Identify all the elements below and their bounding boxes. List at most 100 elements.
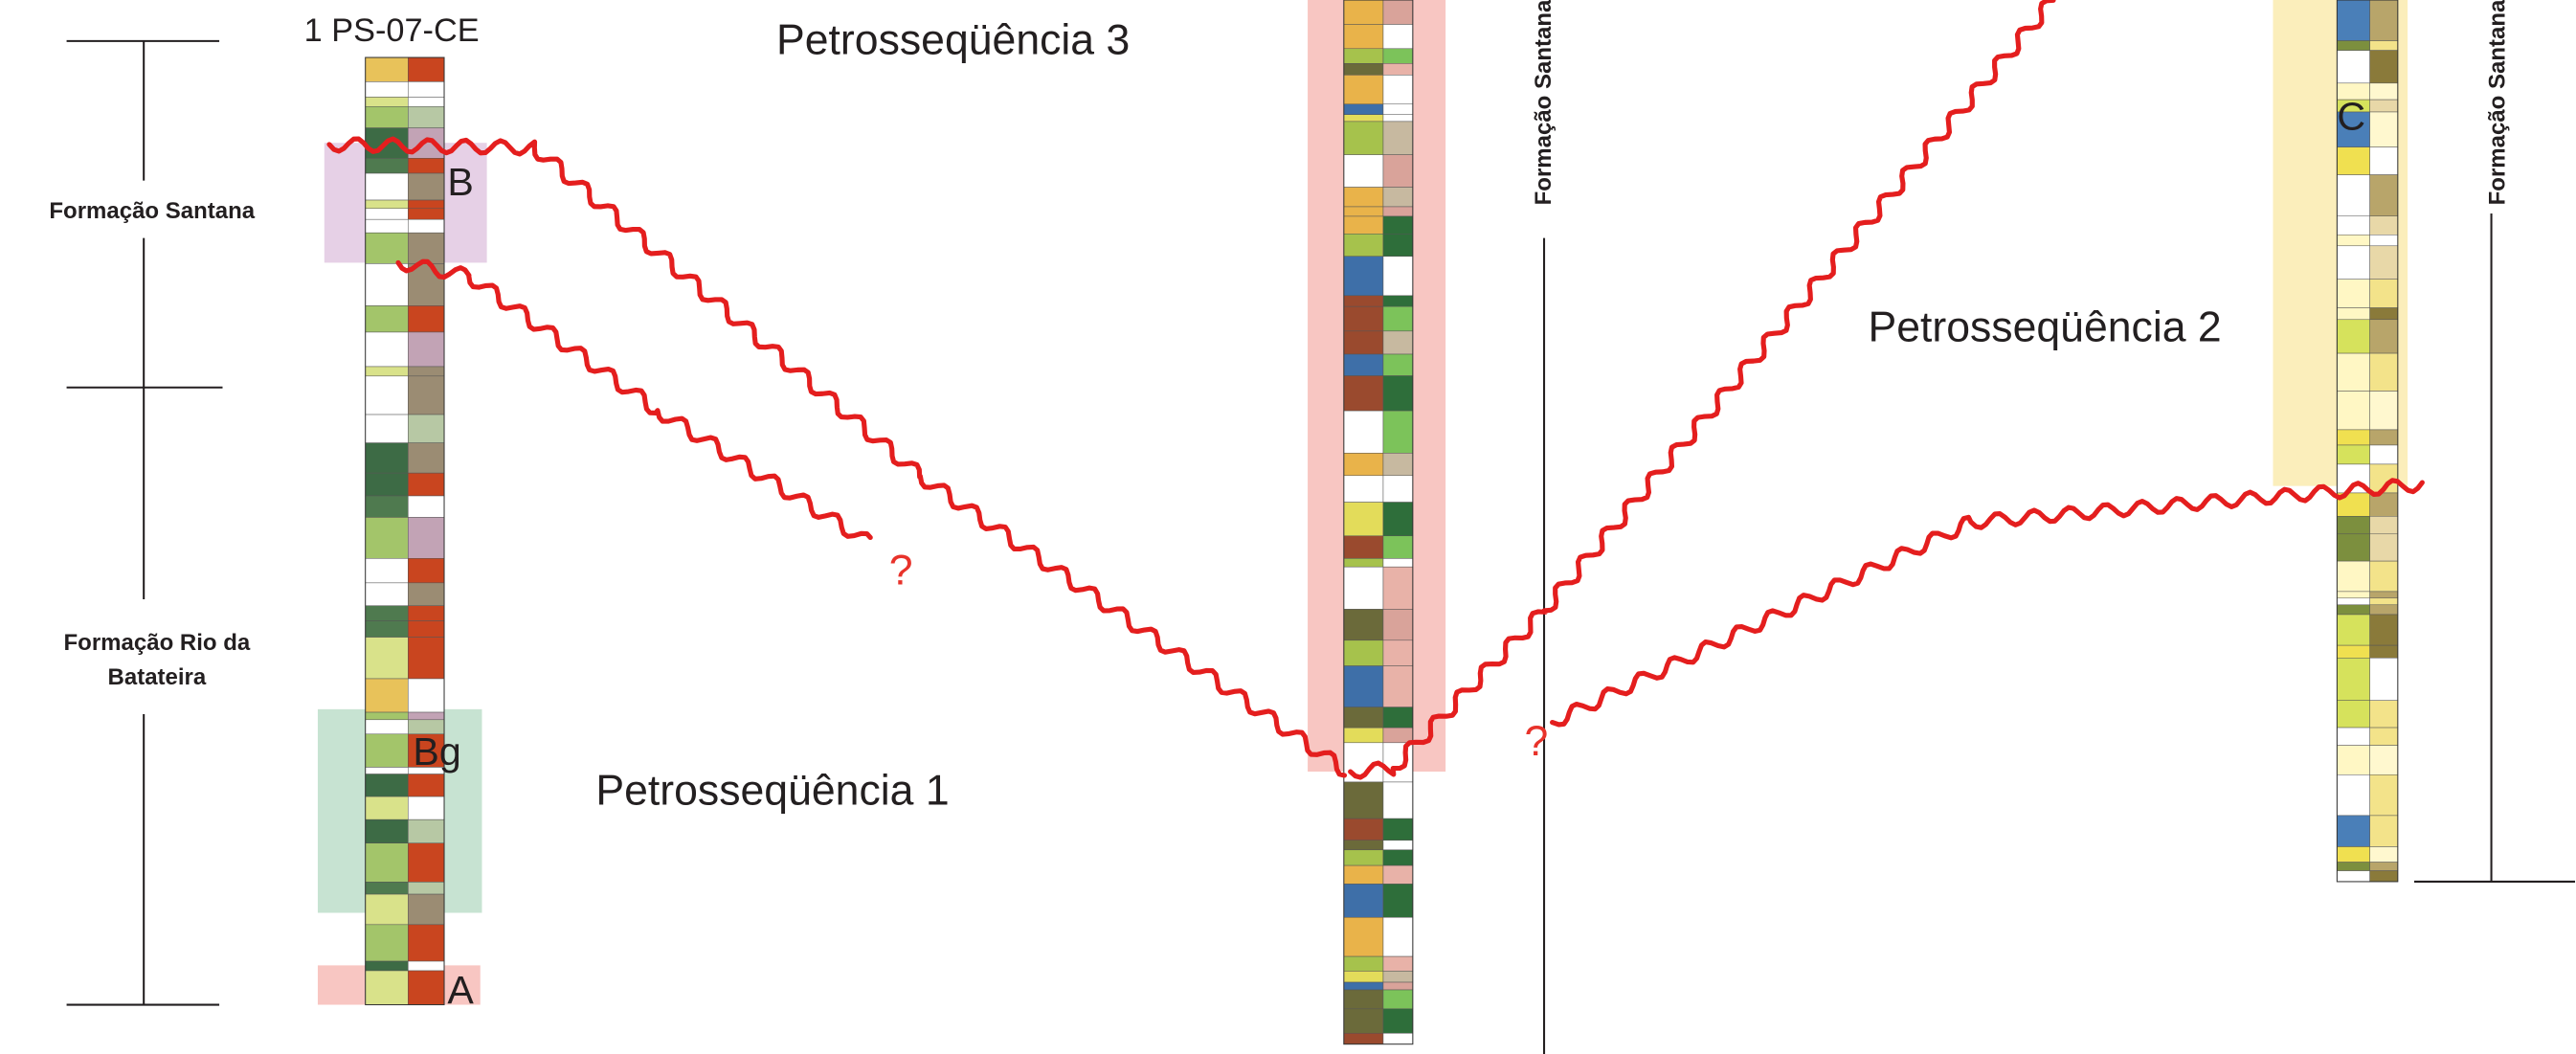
litho-bed	[2337, 216, 2369, 235]
litho-bed	[2337, 816, 2369, 847]
litho-bed	[2370, 430, 2398, 445]
litho-bed	[2337, 871, 2369, 882]
litho-bed	[2370, 534, 2398, 561]
litho-bed	[2370, 353, 2398, 391]
litho-bed	[2337, 774, 2369, 816]
litho-bed	[2337, 308, 2369, 320]
litho-bed	[366, 473, 409, 496]
litho-bed	[366, 621, 409, 638]
litho-bed	[1344, 728, 1383, 743]
litho-bed	[2370, 728, 2398, 746]
sequence-label: Petrosseqüência 1	[595, 767, 949, 814]
litho-bed	[408, 97, 444, 106]
litho-bed	[408, 496, 444, 517]
litho-bed	[366, 173, 409, 200]
litho-bed	[366, 106, 409, 127]
correlation-diagram: 1 PS-07-CE Petrosseqüência 3 Petrosseqüê…	[0, 0, 2576, 1054]
litho-bed	[2337, 280, 2369, 308]
litho-bed	[366, 332, 409, 367]
uncertain-mark: ?	[1524, 718, 1548, 765]
litho-bed	[366, 819, 409, 843]
litho-bed	[2337, 392, 2369, 430]
litho-bed	[2370, 392, 2398, 430]
litho-bed	[366, 720, 409, 734]
litho-bed	[2337, 598, 2369, 605]
litho-bed	[1344, 188, 1383, 207]
litho-bed	[1383, 411, 1413, 453]
litho-bed	[366, 81, 409, 97]
litho-bed	[408, 961, 444, 971]
litho-bed	[408, 158, 444, 173]
litho-bed	[2370, 246, 2398, 280]
litho-bed	[2370, 0, 2398, 41]
litho-bed	[366, 305, 409, 331]
litho-bed	[1344, 354, 1383, 376]
litho-bed	[2337, 445, 2369, 464]
litho-bed	[1344, 841, 1383, 850]
formation-label: Formação Santana	[49, 198, 255, 224]
litho-bed	[1344, 234, 1383, 256]
litho-bed	[1383, 257, 1413, 296]
litho-bed	[2370, 746, 2398, 775]
lithology-columns	[366, 0, 2398, 1044]
formation-label: Formação Santana	[2484, 0, 2510, 205]
litho-bed	[1383, 115, 1413, 122]
litho-bed	[1383, 666, 1413, 707]
marker-label: B	[447, 160, 473, 204]
litho-bed	[2370, 592, 2398, 598]
litho-bed	[1344, 216, 1383, 234]
litho-bed	[2370, 701, 2398, 728]
litho-bed	[2337, 658, 2369, 700]
litho-bed	[408, 894, 444, 925]
litho-bed	[1344, 296, 1383, 306]
litho-bed	[1383, 306, 1413, 331]
litho-bed	[1383, 917, 1413, 956]
correlation-line	[398, 261, 870, 537]
litho-bed	[1344, 503, 1383, 536]
litho-bed	[1344, 982, 1383, 990]
litho-bed	[2337, 645, 2369, 658]
litho-bed	[1383, 234, 1413, 256]
litho-bed	[408, 305, 444, 331]
litho-bed	[408, 583, 444, 606]
litho-bed	[366, 767, 409, 774]
litho-bed	[1344, 331, 1383, 354]
litho-bed	[2337, 561, 2369, 592]
marker-label: A	[447, 968, 474, 1012]
litho-bed	[366, 638, 409, 679]
litho-bed	[1344, 536, 1383, 559]
litho-bed	[366, 843, 409, 883]
litho-bed	[2337, 0, 2369, 41]
litho-bed	[1383, 982, 1413, 990]
litho-bed	[1383, 558, 1413, 567]
sequence-label: Petrosseqüência 2	[1868, 304, 2221, 351]
litho-bed	[2370, 863, 2398, 871]
litho-bed	[2370, 846, 2398, 862]
litho-bed	[2370, 598, 2398, 605]
litho-bed	[1344, 990, 1383, 1009]
litho-bed	[2370, 774, 2398, 816]
litho-bed	[408, 473, 444, 496]
litho-bed	[408, 679, 444, 712]
litho-bed	[366, 558, 409, 583]
litho-bed	[366, 796, 409, 819]
litho-bed	[408, 209, 444, 219]
litho-bed	[366, 882, 409, 894]
litho-bed	[2370, 605, 2398, 615]
litho-bed	[1383, 331, 1413, 354]
litho-bed	[2337, 175, 2369, 216]
litho-bed	[1344, 850, 1383, 865]
litho-bed	[1383, 207, 1413, 216]
litho-bed	[2370, 561, 2398, 592]
litho-bed	[366, 679, 409, 712]
litho-bed	[2370, 41, 2398, 51]
litho-bed	[2337, 746, 2369, 775]
litho-bed	[2370, 112, 2398, 147]
litho-bed	[408, 367, 444, 376]
litho-bed	[1383, 188, 1413, 207]
litho-bed	[1383, 728, 1413, 743]
litho-bed	[1383, 884, 1413, 917]
well-name: 1 PS-07-CE	[304, 12, 480, 49]
litho-bed	[1344, 207, 1383, 216]
litho-bed	[1383, 476, 1413, 503]
